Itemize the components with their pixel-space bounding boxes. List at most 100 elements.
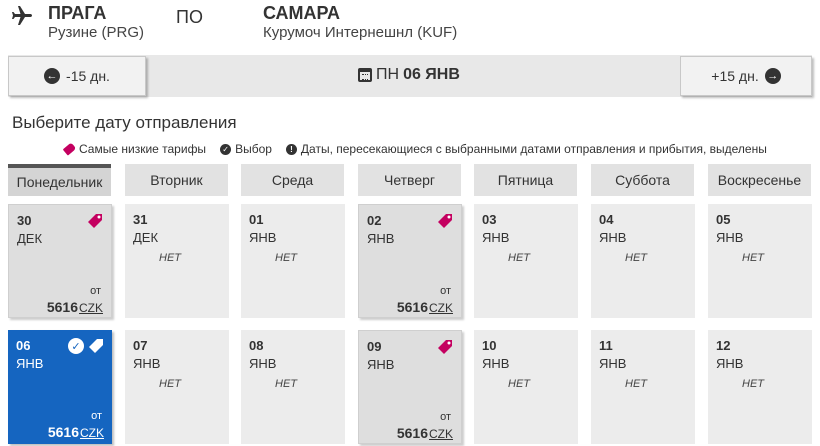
weekday-header: Среда	[241, 164, 344, 196]
cell-month: ЯНВ	[482, 230, 510, 245]
route-header: ПРАГА Рузине (PRG) ПО САМАРА Курумоч Инт…	[0, 0, 820, 46]
cell-month: ЯНВ	[367, 231, 395, 246]
cell-month: ЯНВ	[716, 230, 744, 245]
legend-overlap-label: Даты, пересекающиеся с выбранными датами…	[300, 142, 767, 156]
cell-price: 5616CZK	[48, 424, 104, 440]
cell-no-flights: НЕТ	[275, 252, 297, 264]
cell-currency: CZK	[80, 426, 104, 440]
cell-price-from: от	[440, 285, 451, 297]
weekday-header: Пятница	[474, 164, 577, 196]
legend-selected-label: Выбор	[235, 142, 272, 156]
legend-lowest-label: Самые низкие тарифы	[79, 142, 207, 156]
cell-day: 03	[482, 212, 497, 227]
weekday-header: Воскресенье	[708, 164, 811, 196]
cell-no-flights: НЕТ	[742, 378, 764, 390]
cell-no-flights: НЕТ	[159, 378, 181, 390]
cell-day: 11	[599, 338, 613, 353]
cell-price-from: от	[90, 285, 101, 297]
current-weekday: ПН	[376, 66, 400, 83]
date-cell[interactable]: 09 ЯНВ от 5616CZK	[358, 330, 462, 444]
cell-price-value: 5616	[396, 299, 428, 315]
airplane-icon	[12, 6, 32, 25]
cell-month: ЯНВ	[249, 230, 277, 245]
arrow-left-icon: ←	[44, 68, 61, 84]
date-cell[interactable]: 10 ЯНВ НЕТ	[474, 330, 578, 444]
price-tag-icon	[437, 339, 453, 355]
cell-day: 01	[249, 212, 264, 227]
date-cell[interactable]: 11 ЯНВ НЕТ	[591, 330, 695, 444]
date-cell[interactable]: 03 ЯНВ НЕТ	[474, 204, 578, 318]
legend-lowest: Самые низкие тарифы	[62, 142, 207, 156]
weekday-header: Вторник	[125, 164, 228, 196]
cell-price-value: 5616	[396, 425, 428, 441]
cell-day: 09	[367, 339, 382, 354]
cell-month: ЯНВ	[482, 356, 510, 371]
cell-month: ЯНВ	[249, 356, 277, 371]
next-button-label: +15 дн.	[711, 68, 759, 84]
cell-month: ДЕК	[17, 231, 43, 246]
date-cell[interactable]: 02 ЯНВ от 5616CZK	[358, 204, 462, 318]
prev-15-days-button[interactable]: ← -15 дн.	[8, 56, 146, 96]
current-date-value: 06 ЯНВ	[403, 66, 460, 83]
cell-price: 5616CZK	[397, 299, 453, 315]
cell-month: ЯНВ	[133, 356, 161, 371]
legend-selected: ✓ Выбор	[220, 142, 272, 156]
origin-city: ПРАГА	[48, 3, 107, 23]
cell-price-value: 5616	[47, 424, 79, 440]
cell-price: 5616CZK	[47, 299, 103, 315]
price-tag-icon	[87, 213, 103, 229]
cell-month: ЯНВ	[599, 356, 627, 371]
cell-price: 5616CZK	[397, 425, 453, 441]
cell-no-flights: НЕТ	[625, 378, 647, 390]
cell-day: 30	[17, 213, 32, 228]
cell-no-flights: НЕТ	[508, 252, 530, 264]
date-cell[interactable]: 30 ДЕК от 5616CZK	[8, 204, 112, 318]
price-tag-icon	[437, 213, 453, 229]
weekday-header: Понедельник	[8, 164, 111, 196]
weekday-header: Четверг	[358, 164, 461, 196]
weekday-header: Суббота	[591, 164, 694, 196]
route-separator: ПО	[176, 7, 203, 27]
cell-day: 04	[599, 212, 614, 227]
origin-airport: Рузине (PRG)	[48, 24, 145, 41]
date-cell[interactable]: 05 ЯНВ НЕТ	[708, 204, 812, 318]
cell-month: ЯНВ	[716, 356, 744, 371]
cell-day: 08	[249, 338, 264, 353]
cell-month: ЯНВ	[16, 356, 44, 371]
cell-price-from: от	[440, 411, 451, 423]
destination-city: САМАРА	[263, 3, 340, 23]
date-cell[interactable]: 12 ЯНВ НЕТ	[708, 330, 812, 444]
date-navigation-bar: ← -15 дн. ПН 06 ЯНВ +15 дн. →	[8, 55, 812, 97]
current-date: ПН 06 ЯНВ	[358, 66, 460, 84]
cell-day: 05	[716, 212, 731, 227]
date-cell[interactable]: 04 ЯНВ НЕТ	[591, 204, 695, 318]
cell-month: ЯНВ	[599, 230, 627, 245]
date-cell[interactable]: 31 ДЕК НЕТ	[125, 204, 229, 318]
next-15-days-button[interactable]: +15 дн. →	[680, 56, 812, 96]
date-cell[interactable]: 07 ЯНВ НЕТ	[125, 330, 229, 444]
date-cell[interactable]: 01 ЯНВ НЕТ	[241, 204, 345, 318]
calendar-icon	[358, 68, 372, 82]
cell-no-flights: НЕТ	[275, 378, 297, 390]
destination-airport: Курумоч Интернешнл (KUF)	[263, 24, 458, 41]
cell-currency: CZK	[79, 301, 103, 315]
prev-button-label: -15 дн.	[66, 68, 110, 84]
cell-no-flights: НЕТ	[159, 252, 181, 264]
check-circle-icon: ✓	[68, 338, 84, 354]
legend-overlap: ! Даты, пересекающиеся с выбранными дата…	[285, 142, 767, 156]
cell-day: 31	[133, 212, 148, 227]
price-tag-icon	[88, 338, 104, 354]
cell-price-from: от	[91, 410, 102, 422]
date-cell-selected[interactable]: 06 ЯНВ от 5616CZK ✓	[8, 330, 112, 444]
cell-day: 10	[482, 338, 497, 353]
cell-day: 07	[133, 338, 148, 353]
cell-no-flights: НЕТ	[508, 378, 530, 390]
check-circle-icon: ✓	[220, 143, 232, 155]
cell-price-value: 5616	[46, 299, 78, 315]
price-tag-icon	[62, 142, 77, 156]
arrow-right-icon: →	[764, 68, 781, 84]
date-cell[interactable]: 08 ЯНВ НЕТ	[241, 330, 345, 444]
cell-no-flights: НЕТ	[625, 252, 647, 264]
legend: Самые низкие тарифы ✓ Выбор ! Даты, пере…	[62, 142, 781, 156]
cell-currency: CZK	[429, 427, 453, 441]
